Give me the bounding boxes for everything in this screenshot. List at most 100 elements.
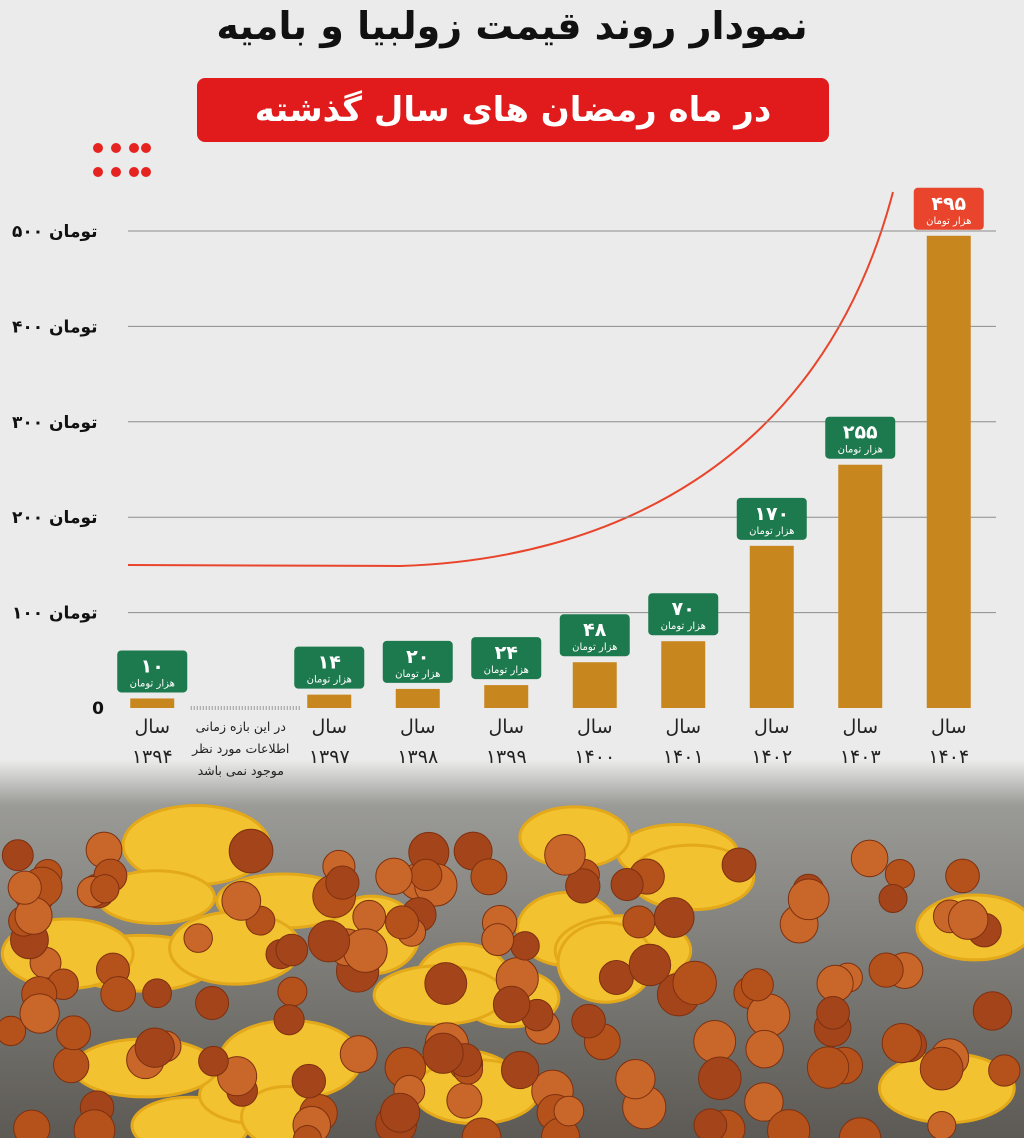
bamieh — [90, 874, 120, 904]
value-label-box — [117, 650, 188, 693]
bamieh — [878, 883, 908, 914]
bar — [395, 688, 440, 708]
bamieh — [481, 923, 515, 957]
trend-curve — [127, 191, 894, 568]
x-tick-label: سال ۱۳۹۷ — [308, 716, 350, 768]
bamieh — [693, 1020, 737, 1063]
bamieh — [881, 1022, 922, 1064]
bamieh — [988, 1054, 1021, 1087]
bamieh — [615, 1058, 656, 1100]
bamieh — [806, 1046, 850, 1089]
bar — [838, 464, 883, 708]
bamieh — [375, 857, 413, 895]
bamieh — [7, 870, 42, 905]
bamieh — [721, 847, 757, 883]
value-label-unit: هزار تومان — [307, 675, 352, 686]
x-tick-label: سال ۱۴۰۲ — [751, 716, 793, 768]
value-label-unit: هزار تومان — [926, 216, 971, 227]
bamieh — [292, 1124, 322, 1138]
x-tick-label: سال ۱۴۰۱ — [662, 716, 704, 768]
x-tick-label: سال ۱۴۰۴ — [928, 716, 970, 768]
bamieh — [198, 1045, 229, 1077]
value-label-unit: هزار تومان — [130, 678, 175, 689]
bamieh — [19, 993, 60, 1034]
bamieh — [73, 1109, 116, 1138]
bamieh — [919, 1046, 964, 1091]
bamieh — [228, 828, 274, 874]
value-label: ۷۰ — [672, 598, 695, 620]
x-tick-label: سال ۱۳۹۹ — [485, 716, 527, 768]
y-tick-label: ۴۰۰ تومان — [12, 317, 98, 337]
bamieh — [221, 880, 262, 921]
x-tick-label: سال ۱۳۹۸ — [397, 716, 439, 768]
bamieh — [544, 834, 586, 876]
value-label: ۲۴ — [495, 642, 518, 664]
bamieh — [100, 976, 137, 1012]
bamieh — [744, 1082, 784, 1122]
bamieh — [339, 1035, 378, 1074]
bamieh — [693, 1108, 728, 1138]
bamieh — [972, 991, 1013, 1031]
value-label: ۱۷۰ — [754, 503, 789, 525]
value-label: ۴۹۵ — [931, 193, 966, 215]
bamieh — [134, 1027, 175, 1068]
bamieh — [610, 868, 644, 902]
bar — [749, 545, 794, 708]
bamieh — [325, 865, 360, 900]
bamieh — [740, 968, 774, 1002]
bar — [484, 685, 529, 708]
bamieh — [653, 897, 695, 938]
bamieh — [183, 923, 213, 953]
value-label-unit: هزار تومان — [484, 665, 529, 676]
bamieh — [816, 995, 850, 1030]
bamieh — [380, 1092, 421, 1133]
subtitle: در ماه رمضان های سال گذشته — [197, 78, 829, 142]
bamieh — [927, 1110, 957, 1138]
value-label-unit: هزار تومان — [838, 445, 883, 456]
annotation: در این بازه زمانی اطلاعات مورد نظر موجود… — [192, 719, 290, 778]
value-label-box — [471, 637, 542, 680]
bamieh — [53, 1046, 90, 1084]
bamieh — [291, 1063, 327, 1099]
bamieh — [571, 1003, 606, 1039]
bar — [926, 235, 971, 708]
bamieh — [598, 959, 634, 995]
bamieh — [470, 858, 508, 896]
value-label: ۱۰ — [141, 655, 164, 677]
bamieh — [838, 1117, 882, 1138]
value-label-box — [648, 593, 719, 636]
bamieh — [424, 962, 468, 1005]
dots-icon — [93, 143, 151, 177]
y-tick-label: 0 — [92, 699, 104, 719]
bamieh — [628, 943, 672, 987]
title: نمودار روند قیمت زولبیا و بامیه — [216, 4, 808, 48]
bamieh — [13, 1109, 51, 1138]
value-label: ۱۴ — [318, 652, 341, 674]
value-label-box — [913, 187, 984, 230]
y-tick-label: ۱۰۰ تومان — [12, 604, 98, 624]
bamieh — [884, 858, 915, 890]
bamieh — [461, 1117, 502, 1138]
bar — [661, 641, 706, 708]
bar — [572, 662, 617, 708]
bamieh — [446, 1082, 483, 1119]
bar — [307, 694, 352, 708]
bamieh — [343, 928, 388, 973]
x-tick-label: سال ۱۴۰۳ — [839, 716, 881, 768]
x-tick-label: سال ۱۳۹۴ — [131, 716, 173, 768]
bamieh — [697, 1056, 742, 1101]
value-label-unit: هزار تومان — [395, 669, 440, 680]
bamieh — [422, 1032, 464, 1074]
bamieh — [622, 905, 656, 939]
value-label-unit: هزار تومان — [661, 621, 706, 632]
value-label: ۲۵۵ — [843, 422, 878, 444]
bamieh — [767, 1109, 811, 1138]
bamieh — [787, 878, 830, 921]
bamieh — [492, 985, 531, 1024]
value-label: ۲۰ — [406, 646, 429, 668]
bamieh — [947, 899, 989, 940]
y-tick-label: ۳۰۰ تومان — [12, 413, 98, 433]
value-label-box — [736, 497, 807, 540]
